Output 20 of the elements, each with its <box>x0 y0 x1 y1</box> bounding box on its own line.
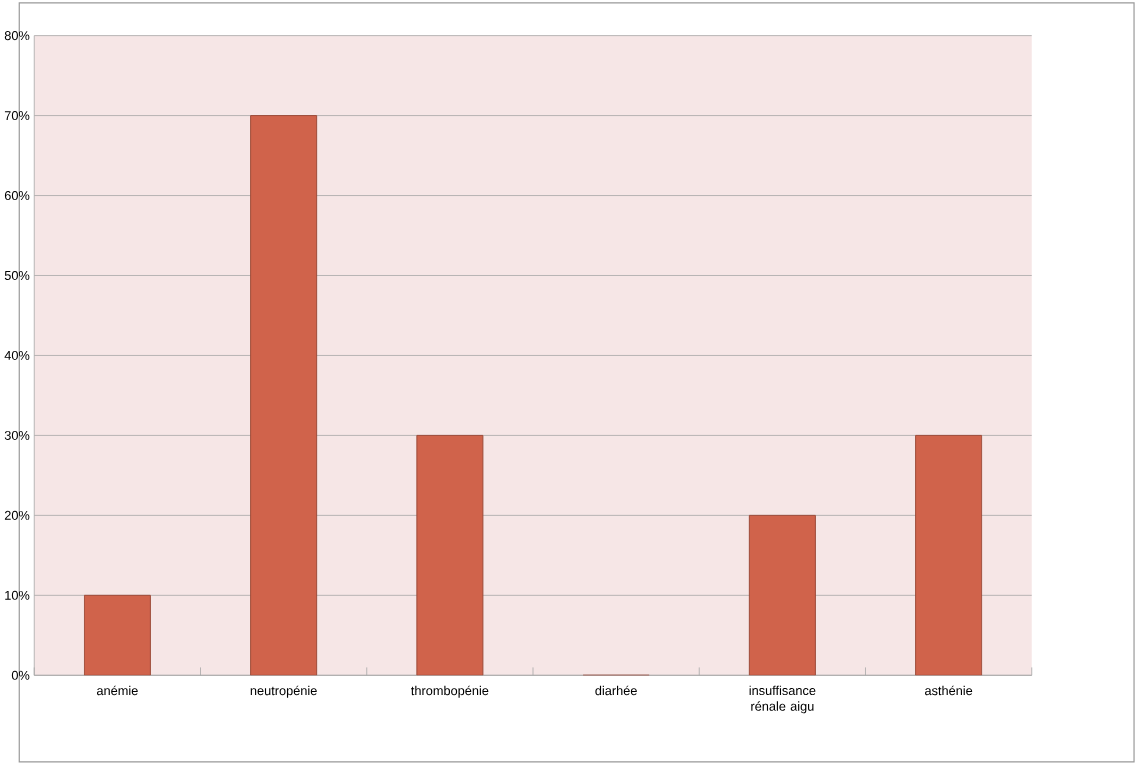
y-tick-label: 30% <box>4 430 30 440</box>
y-tick-label: 0% <box>11 670 30 680</box>
bar <box>83 594 151 676</box>
y-tick-label: 70% <box>4 111 30 121</box>
bar <box>416 434 484 676</box>
y-tick-label: 80% <box>4 31 30 41</box>
bar <box>915 434 983 676</box>
x-tick-label: asthénie <box>925 685 973 696</box>
x-tick-label: insuffisance rénale aigu <box>749 685 816 714</box>
y-tick-label: 40% <box>4 351 30 361</box>
y-tick-label: 10% <box>5 590 30 600</box>
y-tick-label: 20% <box>4 510 30 520</box>
bar <box>748 514 816 676</box>
bar <box>250 115 318 676</box>
y-tick-label: 50% <box>4 271 30 281</box>
y-tick-label: 60% <box>4 191 30 201</box>
x-tick-label: neutropénie <box>250 685 317 698</box>
x-tick-label: anémie <box>96 685 138 696</box>
x-tick-label: thrombopénie <box>411 685 489 698</box>
x-tick-label: diarhée <box>595 685 637 696</box>
